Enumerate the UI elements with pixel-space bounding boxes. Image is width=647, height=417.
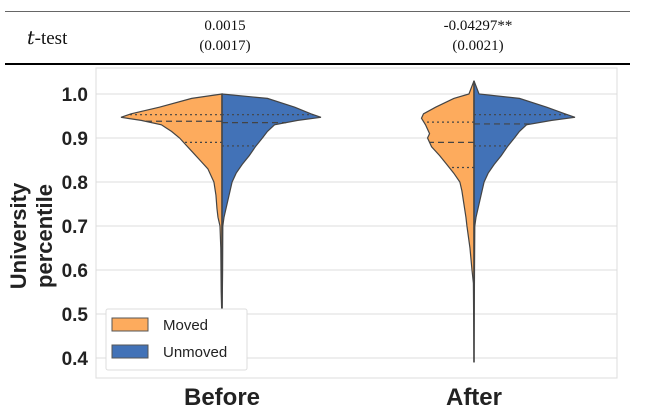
legend-swatch-unmoved xyxy=(111,344,149,359)
t-test-before-se: (0.0017) xyxy=(199,38,251,54)
y-tick-label: 0.6 xyxy=(62,261,88,282)
violin-before-moved xyxy=(120,93,223,323)
t-test-after-value: -0.04297** xyxy=(443,18,513,34)
x-tick-label: Before xyxy=(184,384,260,411)
t-test-table: t-test 0.0015 (0.0017) -0.04297** (0.002… xyxy=(5,11,630,65)
y-tick-label: 1.0 xyxy=(62,85,88,106)
t-test-after-se: (0.0021) xyxy=(452,38,504,54)
t-test-after: -0.04297** (0.0021) xyxy=(398,16,558,56)
y-tick-label: 0.4 xyxy=(62,349,89,370)
y-tick-label: 0.9 xyxy=(62,129,88,150)
violin-before-unmoved xyxy=(221,93,322,323)
t-test-before-value: 0.0015 xyxy=(204,18,246,34)
violin-after-moved xyxy=(420,80,475,363)
legend-swatch-moved xyxy=(111,317,149,332)
y-tick-label: 0.7 xyxy=(62,217,88,238)
y-tick-label: 0.5 xyxy=(62,305,89,326)
t-test-before: 0.0015 (0.0017) xyxy=(145,16,305,56)
y-tick-label: 0.8 xyxy=(62,173,88,194)
x-tick-label: After xyxy=(446,384,502,411)
t-test-label: t-test xyxy=(27,27,67,50)
y-axis-label: University percentile xyxy=(6,182,57,290)
legend-label-unmoved: Unmoved xyxy=(163,344,227,361)
t-test-label-rest: -test xyxy=(34,28,68,49)
legend-label-moved: Moved xyxy=(163,317,208,334)
violin-after-unmoved xyxy=(473,80,576,363)
t-test-label-italic: t xyxy=(27,27,35,49)
